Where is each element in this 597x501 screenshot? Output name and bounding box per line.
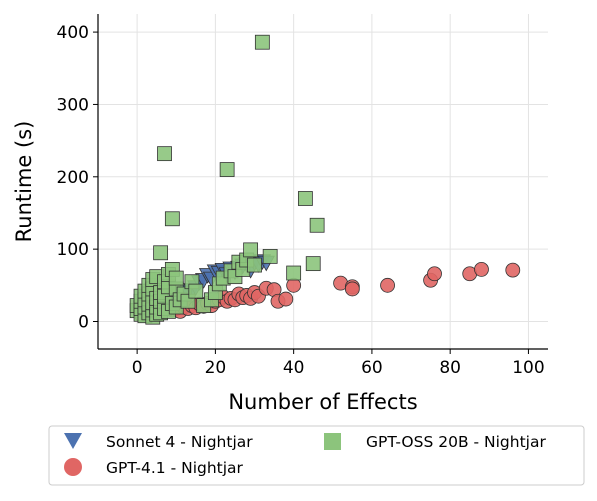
data-point: [505, 262, 521, 278]
data-point: [427, 266, 442, 282]
legend-frame: [48, 425, 585, 486]
y-tick-label: 200: [57, 168, 89, 188]
data-point: [278, 291, 294, 307]
data-point: [380, 277, 395, 293]
plot-area: [129, 34, 521, 325]
x-tick-label: 20: [205, 358, 227, 378]
x-axis-label: Number of Effects: [228, 390, 417, 414]
legend-marker-circle: [64, 458, 82, 476]
data-point: [286, 265, 302, 281]
x-tick-label: 0: [132, 358, 143, 378]
x-tick-label: 40: [283, 358, 305, 378]
grid-lines: [98, 14, 548, 349]
legend-marker-square: [324, 433, 341, 450]
legend-label: Sonnet 4 - Nightjar: [106, 433, 253, 451]
data-point: [247, 257, 262, 273]
legend-item-gptoss: GPT-OSS 20B - Nightjar: [324, 433, 546, 451]
data-point: [344, 281, 360, 297]
y-tick-label: 0: [78, 313, 89, 333]
data-point: [243, 242, 259, 258]
data-point: [157, 146, 172, 162]
x-tick-label: 100: [512, 358, 544, 378]
data-point: [297, 191, 313, 206]
data-point: [305, 256, 321, 272]
data-point: [309, 217, 325, 233]
data-point: [474, 262, 489, 277]
axes: 0 20 40 60 80 100 0 100 200 300 400: [57, 14, 548, 378]
legend-item-sonnet: Sonnet 4 - Nightjar: [64, 433, 253, 451]
legend-label: GPT-OSS 20B - Nightjar: [366, 433, 546, 451]
y-axis-label: Runtime (s): [12, 121, 36, 243]
legend: Sonnet 4 - Nightjar GPT-4.1 - Nightjar G…: [48, 425, 585, 486]
data-point: [262, 248, 278, 264]
data-point: [286, 277, 302, 293]
legend-label: GPT-4.1 - Nightjar: [106, 459, 244, 477]
data-point: [219, 162, 235, 177]
data-point: [168, 270, 184, 286]
y-tick-label: 100: [57, 240, 89, 260]
legend-item-gpt41: GPT-4.1 - Nightjar: [64, 458, 244, 477]
data-point: [164, 211, 180, 227]
y-tick-label: 400: [57, 23, 89, 43]
series-square: [129, 34, 325, 325]
data-point: [188, 283, 204, 299]
data-point: [153, 245, 169, 261]
y-tick-label: 300: [57, 95, 89, 115]
x-tick-label: 60: [361, 358, 383, 378]
legend-marker-triangle-down: [64, 433, 82, 449]
data-point: [254, 34, 270, 50]
x-tick-label: 80: [439, 358, 461, 378]
